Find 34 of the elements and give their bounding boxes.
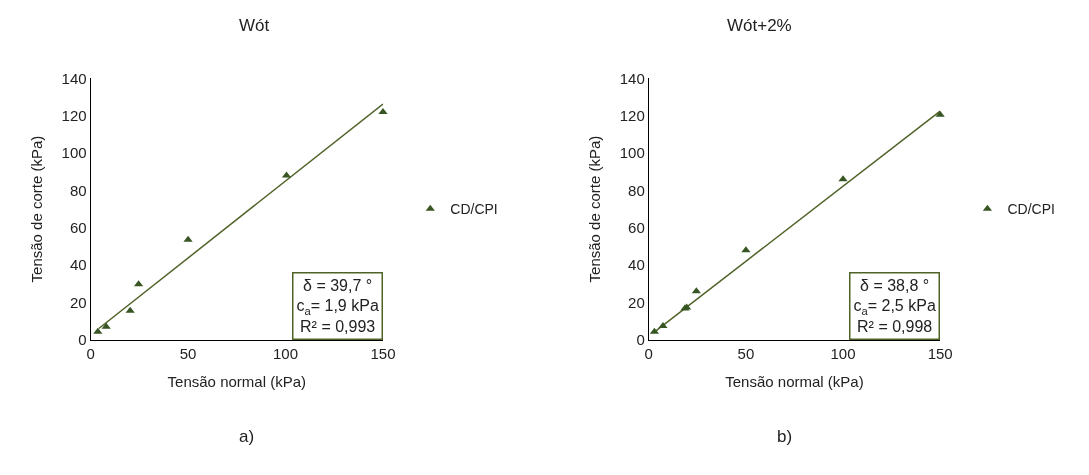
x-tick-label: 100 <box>273 344 299 362</box>
y-tick-label: 0 <box>78 330 87 348</box>
y-tick-label: 120 <box>61 107 87 124</box>
y-tick-label: 80 <box>628 181 645 199</box>
x-tick-label: 100 <box>830 344 856 362</box>
y-axis-title: Tensão de corte (kPa) <box>27 135 45 283</box>
y-tick-label: 20 <box>628 293 645 311</box>
annotation: δ = 39,7 ° c$_{a}$= 1,9 kPa R² = 0,993 <box>296 276 379 336</box>
chart-title: Wót <box>239 16 270 35</box>
y-tick-label: 20 <box>69 293 87 311</box>
legend-label: CD/CPI <box>450 201 498 218</box>
chart-title: Wót+2% <box>727 16 792 35</box>
annotation: δ = 38,8 ° c$_{a}$= 2,5 kPa R² = 0,998 <box>853 276 936 336</box>
legend-label: CD/CPI <box>1007 201 1055 218</box>
x-tick-label: 50 <box>737 344 755 362</box>
y-tick-label: 0 <box>636 330 645 348</box>
y-tick-label: 40 <box>628 256 645 274</box>
y-tick-label: 140 <box>619 69 645 87</box>
x-axis-title: Tensão normal (kPa) <box>167 372 307 390</box>
x-tick-label: 150 <box>370 344 396 362</box>
y-tick-label: 120 <box>619 107 645 124</box>
y-tick-label: 100 <box>619 144 645 162</box>
text: b) <box>777 427 793 446</box>
y-tick-label: 100 <box>61 144 87 162</box>
x-tick-label: 50 <box>179 344 197 362</box>
text: a) <box>239 427 255 446</box>
x-tick-label: 150 <box>927 344 953 362</box>
y-tick-label: 60 <box>628 218 645 236</box>
y-tick-label: 60 <box>69 218 87 236</box>
y-tick-label: 40 <box>69 256 87 274</box>
x-axis-title: Tensão normal (kPa) <box>725 372 864 390</box>
y-axis-title: Tensão de corte (kPa) <box>585 135 603 283</box>
y-tick-label: 80 <box>69 181 87 199</box>
y-tick-label: 140 <box>61 69 87 87</box>
